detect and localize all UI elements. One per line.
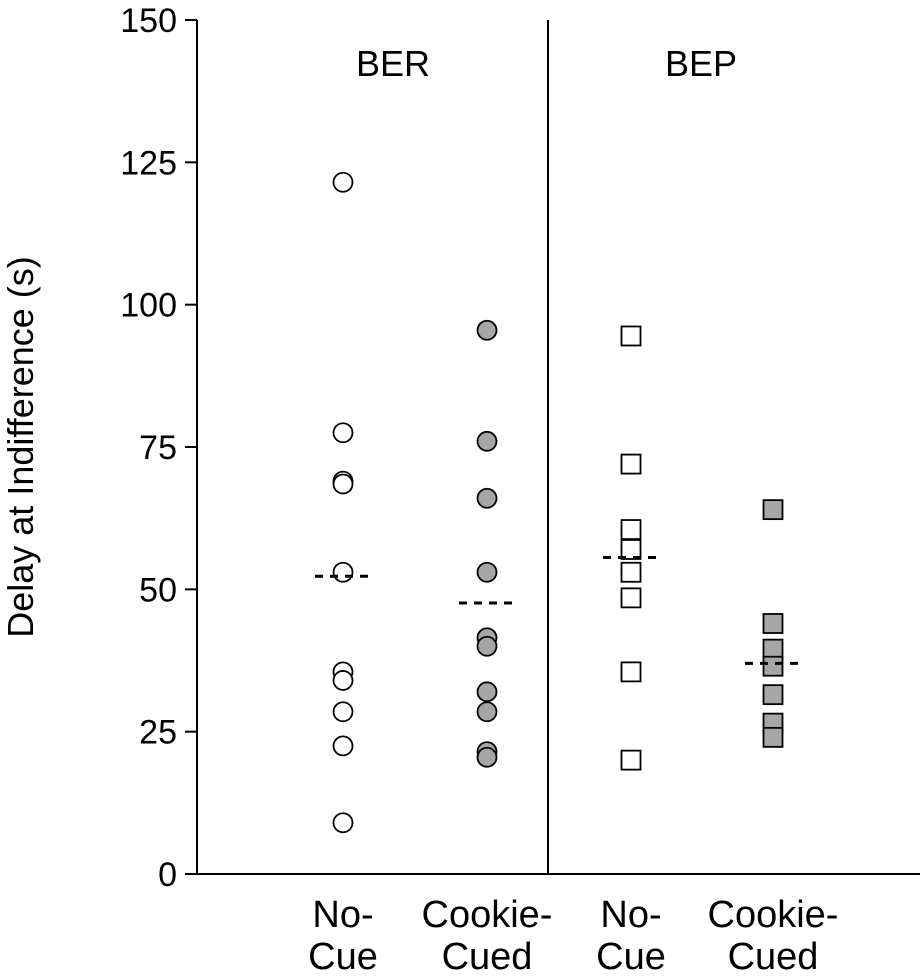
y-tick-label: 50 <box>139 571 177 609</box>
data-point <box>620 325 642 347</box>
panel-title-bep: BEP <box>665 43 737 84</box>
data-point <box>762 684 784 706</box>
y-tick-label: 75 <box>139 429 177 467</box>
panel-title-ber: BER <box>356 43 430 84</box>
data-point <box>762 499 784 521</box>
data-point <box>476 561 498 583</box>
data-point <box>332 473 354 495</box>
data-point <box>762 655 784 677</box>
category-label: Cue <box>596 936 666 976</box>
data-point <box>332 812 354 834</box>
data-point <box>332 171 354 193</box>
data-point <box>332 735 354 757</box>
data-point <box>620 561 642 583</box>
data-point <box>620 661 642 683</box>
y-axis-label: Delay at Indifference (s) <box>0 256 41 638</box>
data-point <box>476 430 498 452</box>
data-point <box>476 319 498 341</box>
data-point <box>332 422 354 444</box>
data-point <box>476 681 498 703</box>
data-point <box>620 539 642 560</box>
category-label: No- <box>312 894 373 936</box>
category-label: No- <box>600 894 661 936</box>
y-tick-label: 150 <box>120 2 177 40</box>
category-label: Cued <box>728 936 819 976</box>
data-point <box>476 635 498 657</box>
group-means <box>315 555 801 665</box>
data-point <box>332 561 354 583</box>
data-point <box>620 749 642 771</box>
data-point <box>332 670 354 691</box>
category-label: Cue <box>308 936 378 976</box>
y-axis: 0 25 50 75 100 125 150 <box>120 2 198 894</box>
data-point <box>762 726 784 748</box>
y-tick-label: 25 <box>139 714 177 752</box>
data-point <box>620 453 642 475</box>
data-point <box>762 638 784 660</box>
data-point <box>620 587 642 609</box>
category-label: Cued <box>442 936 533 976</box>
data-point <box>476 487 498 509</box>
y-tick-label: 100 <box>120 287 177 325</box>
data-points <box>332 171 784 834</box>
category-label: Cookie- <box>422 894 553 936</box>
data-point <box>476 701 498 723</box>
data-point <box>332 701 354 723</box>
y-tick-label: 125 <box>120 144 177 182</box>
y-ticks: 0 25 50 75 100 125 150 <box>120 2 197 894</box>
y-tick-label: 0 <box>158 856 177 894</box>
category-label: Cookie- <box>708 894 839 936</box>
data-point <box>762 613 784 634</box>
data-point <box>476 746 498 768</box>
data-point <box>620 519 642 540</box>
